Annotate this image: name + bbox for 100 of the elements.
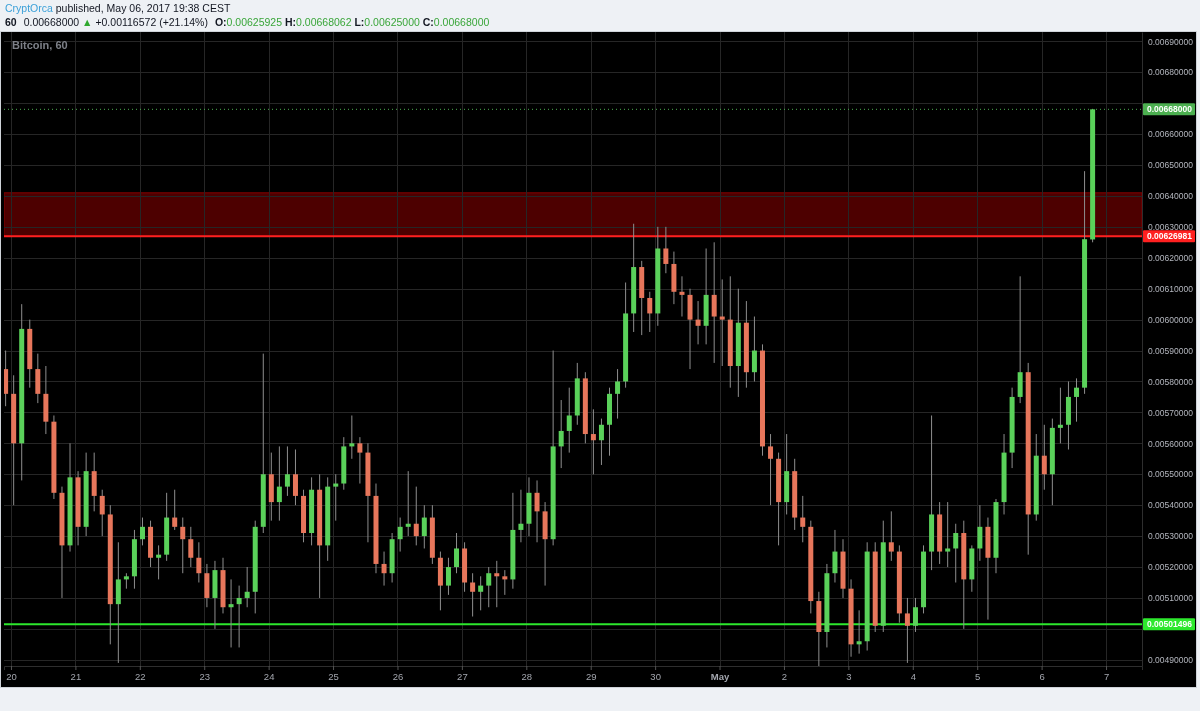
y-tick-label: 0.00540000 xyxy=(1148,500,1194,511)
candlestick xyxy=(244,566,250,608)
x-tick-label: 23 xyxy=(199,670,211,682)
candlestick xyxy=(1041,424,1047,491)
candlestick xyxy=(502,569,508,596)
y-tick-label: 0.00570000 xyxy=(1148,407,1194,418)
x-tick-label: 4 xyxy=(910,670,916,682)
candlestick xyxy=(800,495,806,543)
candlestick xyxy=(333,473,339,522)
y-tick-label: 0.00610000 xyxy=(1148,283,1194,294)
y-tick-label: 0.00520000 xyxy=(1148,562,1194,573)
y-tick-label: 0.00650000 xyxy=(1148,160,1194,171)
candlestick xyxy=(228,578,234,648)
candlestick xyxy=(236,585,242,648)
y-tick-label: 0.00620000 xyxy=(1148,252,1194,263)
x-tick-label: 27 xyxy=(457,670,468,682)
candlestick xyxy=(719,278,725,367)
candlestick xyxy=(413,486,419,546)
ref-line-label: 0.00626981 xyxy=(1147,231,1193,242)
candlestick xyxy=(276,445,282,522)
ref-line-label: 0.00668000 xyxy=(1147,104,1193,115)
candlestick xyxy=(856,609,862,655)
candlestick xyxy=(140,517,145,546)
x-tick-label: 26 xyxy=(392,670,404,682)
candlestick xyxy=(292,449,298,506)
x-tick-label: 24 xyxy=(263,670,275,682)
candlestick xyxy=(1074,377,1080,423)
candlestick xyxy=(711,241,717,364)
candlestick xyxy=(357,436,363,485)
x-tick-label: 3 xyxy=(846,670,852,682)
x-tick-label: 21 xyxy=(70,670,82,682)
x-tick-label: 20 xyxy=(6,670,17,682)
y-tick-label: 0.00530000 xyxy=(1148,531,1194,542)
candlestick xyxy=(832,529,838,583)
y-tick-label: 0.00640000 xyxy=(1148,191,1194,202)
candlestick xyxy=(647,291,653,333)
candlestick xyxy=(945,501,951,568)
x-tick-label: 5 xyxy=(975,670,981,682)
candlestick xyxy=(470,572,476,618)
candlestick xyxy=(486,566,492,608)
candlestick xyxy=(397,517,403,553)
ref-line-label: 0.00501496 xyxy=(1147,619,1193,630)
text: 60 xyxy=(5,16,17,28)
candlestick xyxy=(590,408,596,475)
text: CryptOrca published, May 06, 2017 19:38 CEST xyxy=(5,2,231,14)
candlestick xyxy=(598,418,604,466)
candlestick xyxy=(904,597,910,664)
x-tick-label: 28 xyxy=(521,670,533,682)
candlestick xyxy=(695,300,701,345)
x-tick-label: 7 xyxy=(1103,670,1110,682)
candlestick xyxy=(99,489,105,537)
text: 0.00668000 ▲ +0.00116572 (+21.14%) xyxy=(23,16,208,28)
x-tick-label: 25 xyxy=(328,670,339,682)
y-tick-label: 0.00580000 xyxy=(1148,376,1194,387)
candlestick xyxy=(196,541,202,583)
candlestick xyxy=(615,368,621,420)
candlestick xyxy=(534,479,540,543)
candlestick xyxy=(751,316,757,382)
y-tick-label: 0.00680000 xyxy=(1148,67,1194,78)
candlestick xyxy=(912,597,918,633)
candlestick xyxy=(405,470,411,537)
text: Bitcoin, 60 xyxy=(12,39,68,51)
candlestick xyxy=(349,414,355,460)
x-tick-label: 30 xyxy=(650,670,661,682)
candlestick xyxy=(953,523,959,583)
candlestick xyxy=(172,489,178,531)
candlestick xyxy=(977,504,983,562)
y-tick-label: 0.00600000 xyxy=(1148,314,1194,325)
candlestick xyxy=(518,489,524,543)
candlestick xyxy=(188,526,194,568)
candlestick xyxy=(663,226,669,274)
x-tick-label: 2 xyxy=(781,670,788,682)
candlestick xyxy=(494,560,500,608)
y-tick-label: 0.00630000 xyxy=(1148,222,1194,233)
candlestick xyxy=(558,399,564,469)
candlestick xyxy=(566,387,572,454)
candlestick xyxy=(454,532,460,574)
y-tick-label: 0.00690000 xyxy=(1148,36,1194,47)
y-tick-label: 0.00590000 xyxy=(1148,345,1194,356)
x-tick-label: May xyxy=(710,670,730,682)
candlestick xyxy=(768,433,774,506)
candlestick xyxy=(180,517,186,574)
y-tick-label: 0.00660000 xyxy=(1148,129,1194,140)
x-tick-label: 29 xyxy=(585,670,597,682)
y-tick-label: 0.00510000 xyxy=(1148,593,1194,604)
y-tick-label: 0.00550000 xyxy=(1148,469,1194,480)
x-tick-label: 22 xyxy=(135,670,146,682)
candlestick xyxy=(445,557,451,596)
text: O:0.00625925 H:0.00668062 L:0.00625000 C:0.00668000 xyxy=(214,16,490,28)
candlestick xyxy=(421,504,427,549)
candlestick xyxy=(679,275,685,318)
candlestick xyxy=(156,544,162,580)
x-tick-label: 6 xyxy=(1039,670,1045,682)
y-tick-label: 0.00490000 xyxy=(1148,655,1194,666)
candlestick xyxy=(888,510,894,562)
candlestick xyxy=(1057,387,1063,444)
candlestick xyxy=(478,575,484,611)
candlestick xyxy=(284,445,290,497)
candlestick xyxy=(381,551,387,587)
y-tick-label: 0.00560000 xyxy=(1148,438,1194,449)
